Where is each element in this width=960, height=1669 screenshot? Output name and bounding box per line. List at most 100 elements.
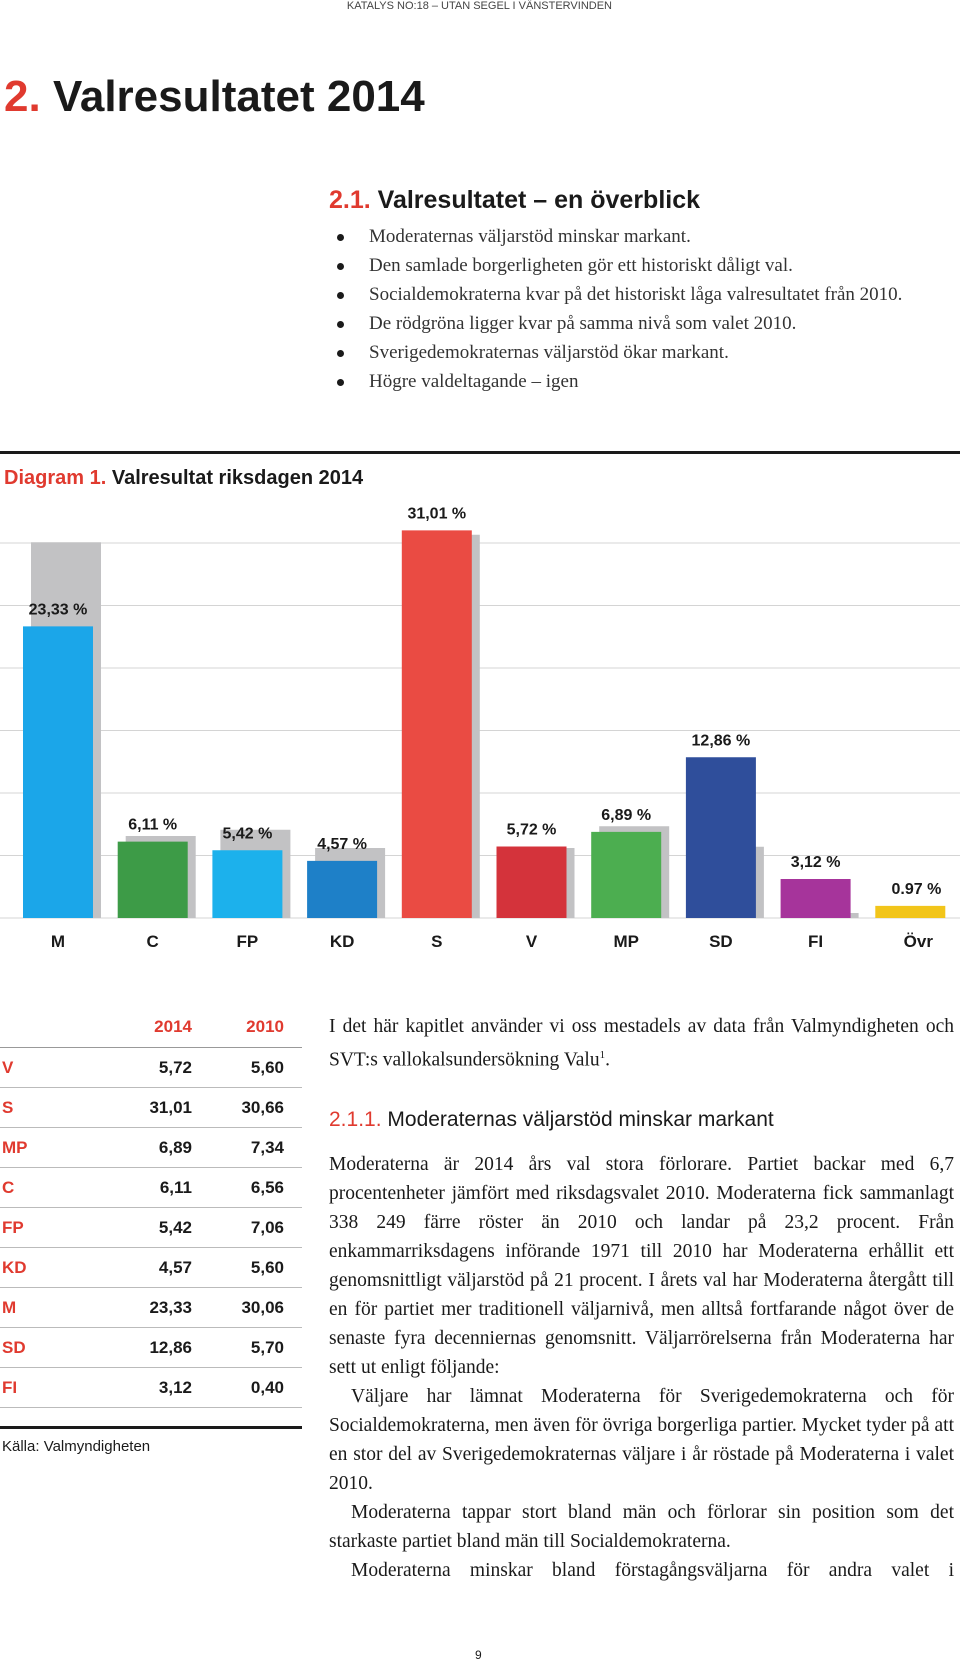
value-label: 6,89 % <box>601 807 651 824</box>
table-cell: 31,01 <box>149 1098 192 1117</box>
table-cell: 6,89 <box>158 1138 192 1157</box>
party-label: S <box>2 1098 14 1117</box>
table-cell: 30,66 <box>241 1098 284 1117</box>
value-label: 5,42 % <box>222 825 272 842</box>
bullet: Moderaternas väljarstöd minskar markant. <box>337 222 949 251</box>
table-cell: 5,72 <box>158 1058 192 1077</box>
section-number: 2.1. <box>329 186 371 214</box>
table-row: S 31,01 30,66 <box>0 1088 302 1128</box>
column-header: 2010 <box>246 1017 284 1036</box>
section-title: 2.1. Valresultatet – en överblick <box>329 186 700 215</box>
value-label: 4,57 % <box>317 836 367 853</box>
source: Källa: Valmyndigheten <box>2 1438 151 1455</box>
table-cell: 3,12 <box>158 1378 192 1397</box>
intro-text: I det här kapitlet använder vi oss mesta… <box>329 1016 954 1071</box>
party-label: FP <box>2 1218 24 1237</box>
paragraphs: Moderaterna är 2014 års val stora förlor… <box>329 1150 954 1585</box>
bar-2014 <box>212 850 283 918</box>
value-label: 0.97 % <box>891 881 941 898</box>
intro-end: . <box>605 1049 610 1071</box>
table-cell: 5,42 <box>158 1218 192 1237</box>
bar-2014 <box>591 831 662 918</box>
table-cell: 6,56 <box>250 1178 284 1197</box>
chapter-text: Valresultatet 2014 <box>52 72 425 121</box>
party-label: C <box>2 1178 15 1197</box>
table-cell: 5,60 <box>250 1058 284 1077</box>
table-row: FI 3,12 0,40 <box>0 1368 302 1408</box>
category-label: C <box>147 932 159 951</box>
diagram-title: Diagram 1. Valresultat riksdagen 2014 <box>4 467 363 490</box>
table-row: M 23,33 30,06 <box>0 1288 302 1328</box>
bar-2014 <box>780 879 851 918</box>
table-row: FP 5,42 7,06 <box>0 1208 302 1248</box>
chapter-number: 2. <box>4 72 41 121</box>
value-label: 6,11 % <box>128 817 177 834</box>
table-cell: 7,06 <box>250 1218 284 1237</box>
bullet: Socialdemokraterna kvar på det historisk… <box>337 280 949 309</box>
body-text: I det här kapitlet använder vi oss mesta… <box>329 1012 954 1585</box>
value-label: 5,72 % <box>507 822 557 839</box>
category-label: SD <box>709 932 733 951</box>
separator <box>0 451 960 454</box>
bar-2014 <box>401 530 472 918</box>
value-label: 12,86 % <box>692 732 751 749</box>
table-cell: 5,60 <box>250 1258 284 1277</box>
page-number: 9 <box>475 1648 482 1662</box>
bar-chart: 23,33 % M 6,11 % C 5,42 % FP 4,57 % KD 31,01 % S 5… <box>0 505 960 951</box>
value-label: 31,01 % <box>407 505 466 522</box>
table-cell: 12,86 <box>149 1338 192 1357</box>
column-header: 2014 <box>154 1017 192 1036</box>
table-row: SD 12,86 5,70 <box>0 1328 302 1368</box>
table-cell: 5,70 <box>250 1338 284 1357</box>
paragraph: Moderaterna tappar stort bland män och f… <box>329 1501 954 1552</box>
diagram-label: Diagram 1. <box>4 467 107 489</box>
category-label: Övr <box>904 932 934 951</box>
table-cell: 6,11 <box>159 1178 192 1197</box>
results-table: 2014 2010 V 5,72 5,60 S 31,01 30,66 MP 6,89 7,34 C 6… <box>0 1005 302 1408</box>
section-text: Valresultatet – en överblick <box>377 186 701 214</box>
table-row: KD 4,57 5,60 <box>0 1248 302 1288</box>
table-row: MP 6,89 7,34 <box>0 1128 302 1168</box>
category-label: V <box>526 932 538 951</box>
table-row: V 5,72 5,60 <box>0 1048 302 1088</box>
table-cell: 23,33 <box>149 1298 192 1317</box>
table-row: C 6,11 6,56 <box>0 1168 302 1208</box>
category-label: M <box>51 932 65 951</box>
subsection-title: 2.1.1. Moderaternas väljarstöd minskar m… <box>329 1105 954 1134</box>
footnote-ref: 1 <box>599 1049 606 1061</box>
table-cell: 7,34 <box>250 1138 284 1157</box>
party-label: V <box>2 1058 14 1077</box>
subsection-text: Moderaternas väljarstöd minskar markant <box>387 1107 774 1131</box>
bullet: Högre valdeltagande – igen <box>337 367 949 396</box>
value-label: 23,33 % <box>29 601 88 618</box>
party-label: M <box>2 1298 17 1317</box>
bullet: Den samlade borgerligheten gör ett histo… <box>337 251 949 280</box>
party-label: MP <box>2 1138 28 1157</box>
bar-2014 <box>496 846 567 918</box>
paragraph: Väljare har lämnat Moderaterna för Sveri… <box>329 1385 954 1494</box>
bar-2014 <box>307 860 378 918</box>
bullet: De rödgröna ligger kvar på samma nivå so… <box>337 309 949 338</box>
subsection-number: 2.1.1. <box>329 1107 382 1131</box>
bar-2014 <box>117 841 188 918</box>
category-label: S <box>431 932 442 951</box>
bullet: Sverigedemokraternas väljarstöd ökar mar… <box>337 338 949 367</box>
diagram-title-text: Valresultat riksdagen 2014 <box>111 467 364 489</box>
category-label: FP <box>237 932 259 951</box>
running-header: KATALYS NO:18 – UTAN SEGEL I VÄNSTERVIND… <box>346 0 612 12</box>
table-cell: 4,57 <box>158 1258 192 1277</box>
bar-2014 <box>23 626 93 918</box>
party-label: FI <box>2 1378 18 1397</box>
chapter-title: 2. Valresultatet 2014 <box>4 72 425 122</box>
paragraph: Moderaterna minskar bland förstagångsväl… <box>351 1559 954 1581</box>
table-cell: 0,40 <box>250 1378 284 1397</box>
value-label: 3,12 % <box>791 854 841 871</box>
table-cell: 30,06 <box>241 1298 284 1317</box>
bullet-list: Moderaternas väljarstöd minskar markant.… <box>329 222 949 396</box>
paragraph: Moderaterna är 2014 års val stora förlor… <box>329 1153 954 1378</box>
category-label: MP <box>613 932 639 951</box>
table-rule <box>0 1426 302 1429</box>
party-label: SD <box>2 1338 26 1357</box>
bar-2014 <box>685 757 756 918</box>
